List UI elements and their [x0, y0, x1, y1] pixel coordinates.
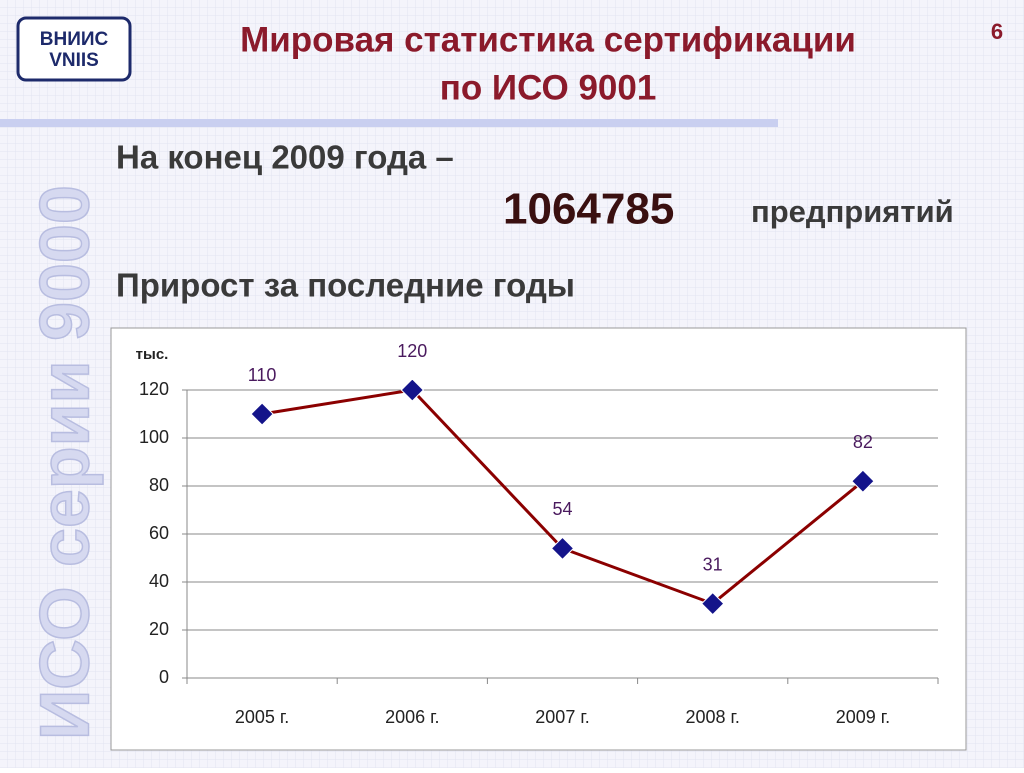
- logo: [16, 16, 132, 82]
- marker: [851, 469, 875, 493]
- x-tick-label: 2006 г.: [385, 707, 439, 727]
- y-tick-label: 40: [149, 571, 169, 591]
- y-tick-label: 20: [149, 619, 169, 639]
- data-label: 82: [853, 432, 873, 452]
- subtitle: Прирост за последние годы: [116, 267, 575, 304]
- title: Мировая статистика сертификации: [240, 20, 856, 59]
- y-tick-label: 0: [159, 667, 169, 687]
- data-label: 110: [248, 365, 277, 385]
- y-unit-label: тыс.: [136, 346, 169, 363]
- page-number: 6: [991, 19, 1003, 44]
- logo-text: VNIIS: [49, 50, 99, 71]
- y-tick-label: 80: [149, 475, 169, 495]
- marker: [700, 591, 725, 616]
- x-tick-label: 2007 г.: [535, 707, 589, 727]
- y-tick-label: 120: [139, 379, 169, 399]
- marker: [400, 378, 425, 402]
- watermark: ИСО серии 9000: [25, 185, 103, 740]
- data-label: 31: [703, 554, 723, 574]
- text-line: На конец 2009 года –: [116, 139, 454, 176]
- y-tick-label: 60: [149, 523, 169, 543]
- x-tick-label: 2009 г.: [836, 707, 890, 727]
- marker: [250, 402, 274, 426]
- title: по ИСО 9001: [440, 68, 657, 107]
- x-tick-label: 2008 г.: [685, 707, 739, 727]
- y-tick-label: 100: [139, 427, 169, 447]
- big-number: 1064785: [503, 185, 674, 234]
- title-bar: [0, 119, 778, 127]
- data-label: 54: [552, 499, 572, 519]
- big-number-unit: предприятий: [751, 194, 954, 229]
- data-label: 120: [397, 341, 427, 361]
- x-tick-label: 2005 г.: [235, 707, 289, 727]
- marker: [550, 536, 575, 561]
- chart-area: [110, 327, 967, 751]
- logo-text: ВНИИС: [40, 29, 109, 50]
